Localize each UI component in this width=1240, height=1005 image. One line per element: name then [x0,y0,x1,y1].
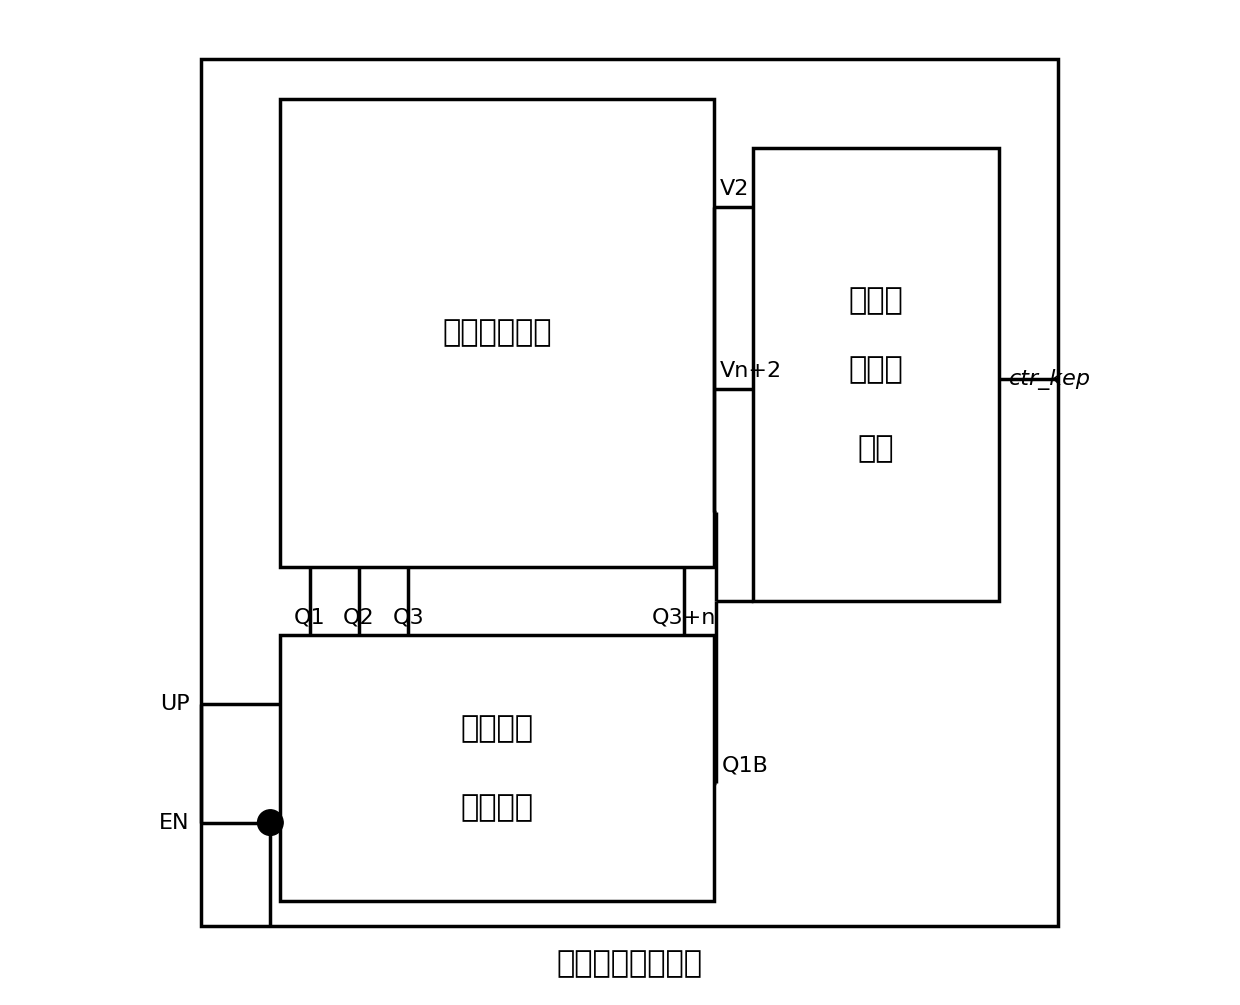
Text: 控制信: 控制信 [848,286,904,316]
Bar [201,59,1058,926]
Text: 产生阵列: 产生阵列 [460,793,533,822]
Text: 延时电平: 延时电平 [460,715,533,744]
Text: 电平提取控制电路: 电平提取控制电路 [557,949,703,978]
Text: Q3+n: Q3+n [652,608,717,627]
Text: Q2: Q2 [343,608,374,627]
Bar [280,635,713,901]
Text: ctr_kep: ctr_kep [1009,369,1091,390]
Circle shape [258,810,283,835]
Bar [280,98,713,567]
Bar [753,148,999,601]
Text: 脉宽提取阵列: 脉宽提取阵列 [443,319,552,347]
Text: Q1B: Q1B [722,756,769,775]
Text: Vn+2: Vn+2 [719,362,781,381]
Text: EN: EN [159,813,190,832]
Text: V2: V2 [719,179,749,199]
Text: Q3: Q3 [392,608,424,627]
Text: 模块: 模块 [858,434,894,463]
Text: UP: UP [160,694,190,715]
Text: Q1: Q1 [294,608,326,627]
Text: 号生成: 号生成 [848,355,904,384]
